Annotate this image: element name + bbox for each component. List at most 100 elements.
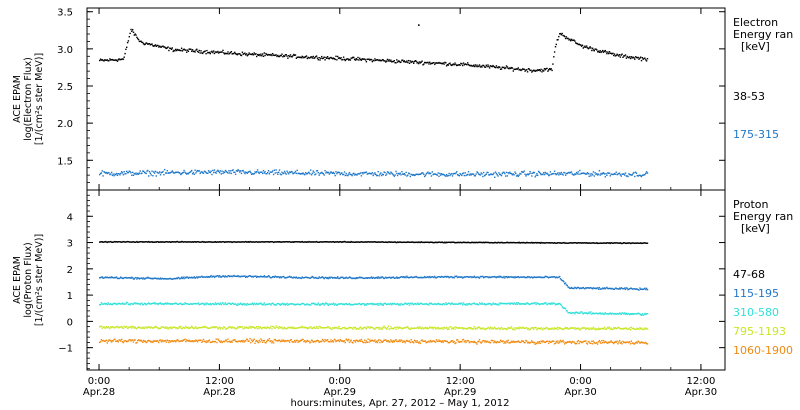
proton-point xyxy=(117,241,119,243)
electron-point xyxy=(413,174,415,176)
proton-point xyxy=(261,328,263,330)
proton-point xyxy=(132,278,135,280)
proton-point xyxy=(541,303,543,305)
electron-point xyxy=(194,51,196,53)
proton-point xyxy=(290,303,292,305)
electron-point xyxy=(594,172,596,174)
proton-point xyxy=(444,275,446,278)
proton-point xyxy=(147,241,149,243)
electron-point xyxy=(543,70,545,72)
electron-point xyxy=(259,171,261,174)
electron-point xyxy=(595,173,597,176)
electron-point xyxy=(624,55,626,57)
proton-point xyxy=(526,327,528,329)
proton-point xyxy=(202,240,204,243)
proton-point xyxy=(191,303,193,305)
proton-point xyxy=(445,340,447,342)
electron-point xyxy=(582,47,584,49)
electron-point xyxy=(148,43,151,45)
proton-point xyxy=(283,340,286,343)
proton-point xyxy=(286,302,288,305)
electron-point xyxy=(232,169,234,171)
proton-point xyxy=(528,329,530,331)
proton-point xyxy=(503,327,505,330)
proton-point xyxy=(227,275,229,277)
electron-point xyxy=(208,171,211,173)
proton-point xyxy=(398,303,400,305)
proton-point xyxy=(218,303,221,305)
proton-point xyxy=(422,328,424,330)
proton-point xyxy=(499,276,501,278)
proton-point xyxy=(641,288,644,291)
proton-point xyxy=(103,276,105,279)
proton-point xyxy=(524,341,526,344)
proton-point xyxy=(595,342,597,344)
proton-point xyxy=(409,302,411,305)
proton-point xyxy=(580,311,583,313)
electron-point xyxy=(281,53,283,55)
electron-point xyxy=(243,53,245,55)
proton-point xyxy=(474,242,476,244)
proton-point xyxy=(373,302,375,305)
electron-point xyxy=(519,172,521,175)
proton-point xyxy=(498,275,500,278)
proton-point xyxy=(575,327,578,330)
electron-point xyxy=(373,173,375,175)
proton-point xyxy=(201,275,203,277)
electron-point xyxy=(438,175,440,177)
electron-point xyxy=(114,59,116,61)
proton-point xyxy=(596,341,598,344)
proton-point xyxy=(319,325,321,328)
proton-point xyxy=(541,276,543,278)
electron-point xyxy=(626,55,628,58)
proton-point xyxy=(153,277,155,280)
proton-point xyxy=(463,276,465,278)
electron-point xyxy=(483,175,486,177)
proton-point xyxy=(121,277,123,279)
proton-point xyxy=(585,312,587,314)
electron-point xyxy=(559,172,561,174)
proton-point xyxy=(458,302,460,304)
proton-point xyxy=(626,328,628,330)
proton-point xyxy=(160,241,162,243)
proton-point xyxy=(144,241,146,243)
proton-point xyxy=(250,327,252,329)
proton-point xyxy=(559,327,561,329)
proton-point xyxy=(590,242,592,244)
proton-point xyxy=(336,340,338,342)
proton-point xyxy=(626,341,628,343)
proton-point xyxy=(315,326,318,328)
electron-point xyxy=(368,58,370,60)
electron-point xyxy=(484,66,487,68)
proton-point xyxy=(364,341,367,344)
electron-point xyxy=(328,58,330,60)
electron-point xyxy=(205,171,207,174)
electron-point xyxy=(381,173,384,175)
proton-point xyxy=(467,304,469,306)
proton-point xyxy=(554,342,557,344)
proton-point xyxy=(229,275,232,277)
electron-point xyxy=(349,59,352,61)
electron-point xyxy=(198,49,200,52)
electron-point xyxy=(494,66,496,68)
electron-point xyxy=(628,173,630,175)
electron-point xyxy=(445,62,447,64)
proton-point xyxy=(570,287,572,289)
electron-point xyxy=(264,54,266,57)
electron-point xyxy=(234,171,236,173)
proton-point xyxy=(516,241,519,244)
electron-point xyxy=(152,175,154,177)
electron-point xyxy=(354,173,357,175)
electron-point xyxy=(144,43,146,45)
proton-point xyxy=(153,340,156,342)
proton-point xyxy=(537,327,539,330)
electron-point xyxy=(545,173,547,175)
proton-point xyxy=(480,327,482,329)
proton-point xyxy=(305,326,308,329)
proton-point xyxy=(558,242,560,244)
electron-point xyxy=(336,172,338,175)
proton-point xyxy=(220,303,222,306)
proton-point xyxy=(316,241,319,243)
proton-point xyxy=(254,241,256,243)
proton-point xyxy=(596,242,598,244)
